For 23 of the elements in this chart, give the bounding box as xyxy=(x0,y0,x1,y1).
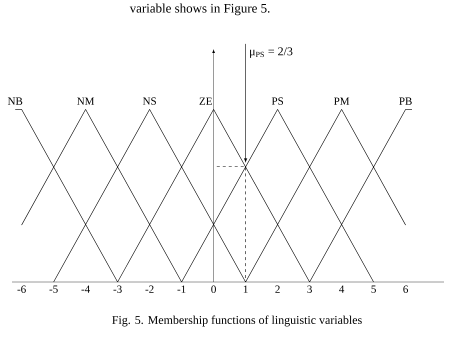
x-tick-label: -2 xyxy=(145,286,154,293)
series-label: NM xyxy=(77,98,94,105)
x-tick-label: 0 xyxy=(211,286,216,293)
series-label: PB xyxy=(399,98,412,105)
x-tick-label: -5 xyxy=(49,286,58,293)
x-tick-label: 4 xyxy=(339,286,344,293)
series-label: PS xyxy=(272,97,284,105)
series-label: NB xyxy=(8,98,22,105)
x-tick-label: -6 xyxy=(17,286,26,293)
series-label: ZE xyxy=(200,98,212,105)
x-tick-label: -4 xyxy=(81,286,90,293)
x-tick-label: -3 xyxy=(113,286,122,293)
x-tick-label: 1 xyxy=(244,286,248,293)
x-tick-label: 6 xyxy=(403,286,408,293)
series-label: NS xyxy=(142,97,156,105)
caption: Fig. 5. Membership functions of linguistic variables xyxy=(112,315,362,326)
x-tick-label: 3 xyxy=(307,286,312,293)
text: variable shows in Figure 5. xyxy=(130,4,270,16)
annotation: μ$_{PS}$ = 2/3 xyxy=(250,47,292,58)
series-label: PM xyxy=(334,98,350,105)
x-tick-label: 5 xyxy=(372,286,376,293)
x-tick-label: -1 xyxy=(177,286,186,293)
x-tick-label: 2 xyxy=(275,286,280,293)
